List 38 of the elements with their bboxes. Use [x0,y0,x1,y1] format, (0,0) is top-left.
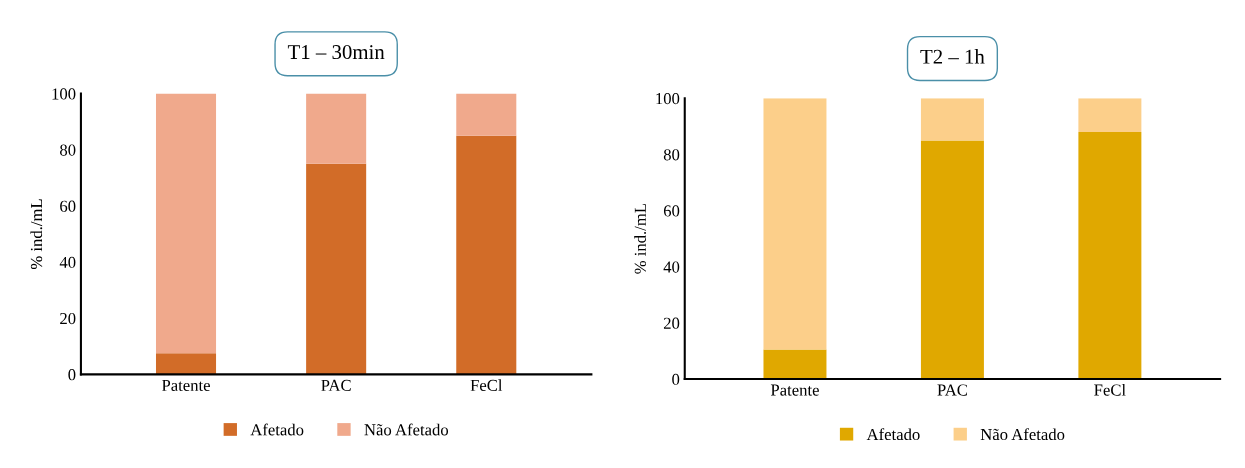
bar [306,163,367,375]
y-tick-label: 100 [52,88,76,100]
y-tick-label: 80 [663,149,680,161]
y-axis-title: % ind./mL [634,204,647,274]
bar [155,353,217,375]
y-tick-label: 0 [68,369,76,381]
bar [306,93,367,164]
legend-label: Não Afetado [364,423,449,436]
y-tick-label: 80 [60,144,76,156]
y-axis-title: % ind./mL [30,199,43,270]
bar [920,98,984,141]
legend-label: Afetado [250,423,304,436]
legend-label: Não Afetado [980,428,1065,441]
bar [920,140,984,380]
x-tick-label: PAC [937,384,967,396]
chart-title: T2 – 1h [920,49,985,64]
bar [763,349,827,380]
bar [1078,98,1142,132]
chart-title: T1 – 30min [287,45,385,60]
x-tick-label: FeCl [470,379,503,391]
y-tick-label: 20 [60,312,76,325]
bar [155,93,217,354]
y-tick-label: 60 [60,200,76,212]
legend-label: Afetado [866,428,920,441]
y-tick-label: 100 [656,92,680,105]
x-tick-label: FeCl [1094,383,1126,396]
x-tick-label: Patente [770,384,819,396]
x-tick-label: Patente [161,379,210,391]
y-tick-label: 0 [672,373,680,386]
bar [456,93,517,136]
bar [1078,131,1142,380]
y-tick-label: 40 [663,261,680,273]
x-tick-label: PAC [321,379,351,391]
y-tick-label: 60 [663,205,680,217]
bar [456,135,517,375]
y-tick-label: 40 [59,256,76,269]
bar [763,98,827,350]
y-tick-label: 20 [663,317,680,329]
